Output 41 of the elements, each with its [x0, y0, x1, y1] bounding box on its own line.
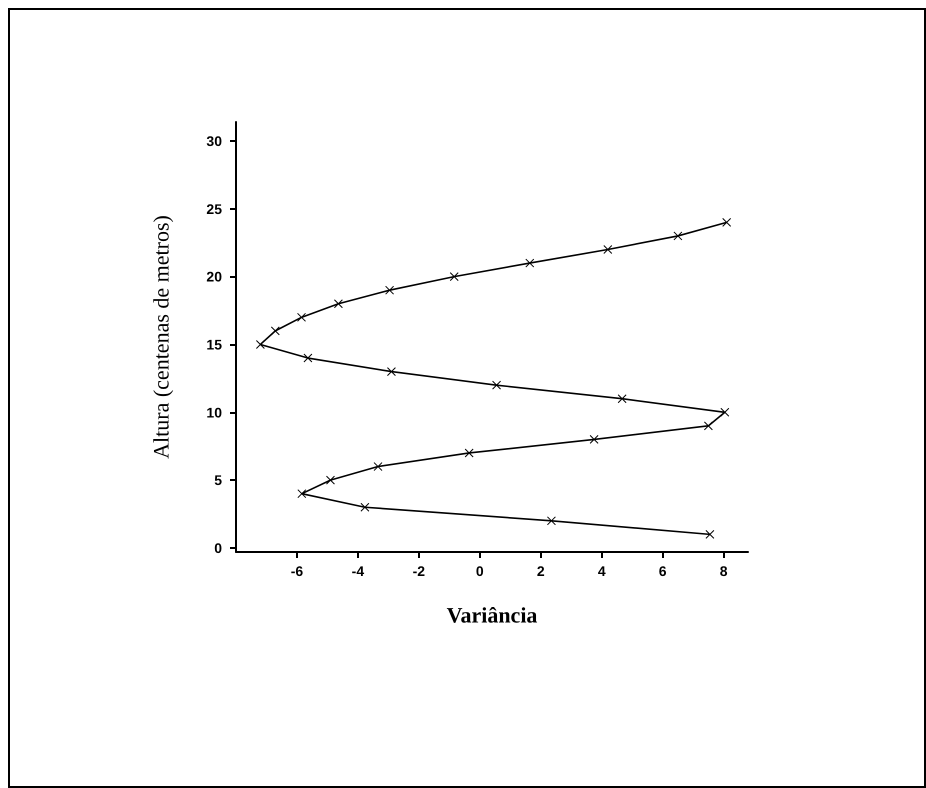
point — [450, 272, 459, 282]
point — [618, 394, 627, 404]
point — [603, 245, 612, 254]
point — [297, 312, 306, 322]
y-tick-label: 5 — [214, 472, 222, 488]
point — [374, 462, 383, 472]
point — [464, 448, 474, 458]
point — [326, 476, 335, 485]
point — [297, 489, 306, 498]
point — [386, 367, 396, 376]
y-tick-label: 20 — [206, 268, 222, 285]
y-tick-label: 25 — [206, 200, 222, 217]
point — [492, 380, 502, 390]
point — [722, 218, 732, 227]
point — [705, 530, 714, 539]
x-axis-title: Variância — [446, 602, 538, 628]
point — [334, 299, 343, 308]
x-tick-label: 8 — [720, 563, 728, 579]
y-tick-label: 30 — [206, 132, 222, 149]
point — [673, 231, 682, 240]
point — [590, 434, 599, 444]
point — [720, 408, 730, 417]
point — [385, 286, 394, 295]
y-tick-label: 15 — [206, 336, 222, 352]
point — [270, 326, 280, 336]
point — [546, 516, 556, 526]
x-tick-label: -2 — [412, 563, 426, 579]
y-axis-title: Altura (centenas de metros) — [148, 215, 174, 459]
point — [360, 502, 370, 512]
x-tick-label: 2 — [536, 563, 545, 579]
x-tick-label: 4 — [598, 563, 606, 579]
point — [256, 340, 265, 349]
point — [525, 258, 534, 268]
y-tick-label: 0 — [214, 540, 222, 556]
x-tick-label: -6 — [290, 563, 304, 579]
point — [704, 421, 713, 430]
x-tick-label: 0 — [476, 563, 484, 579]
x-tick-label: 6 — [658, 563, 667, 579]
point — [303, 354, 312, 363]
y-tick-label: 10 — [206, 404, 222, 420]
x-tick-label: -4 — [352, 563, 364, 579]
